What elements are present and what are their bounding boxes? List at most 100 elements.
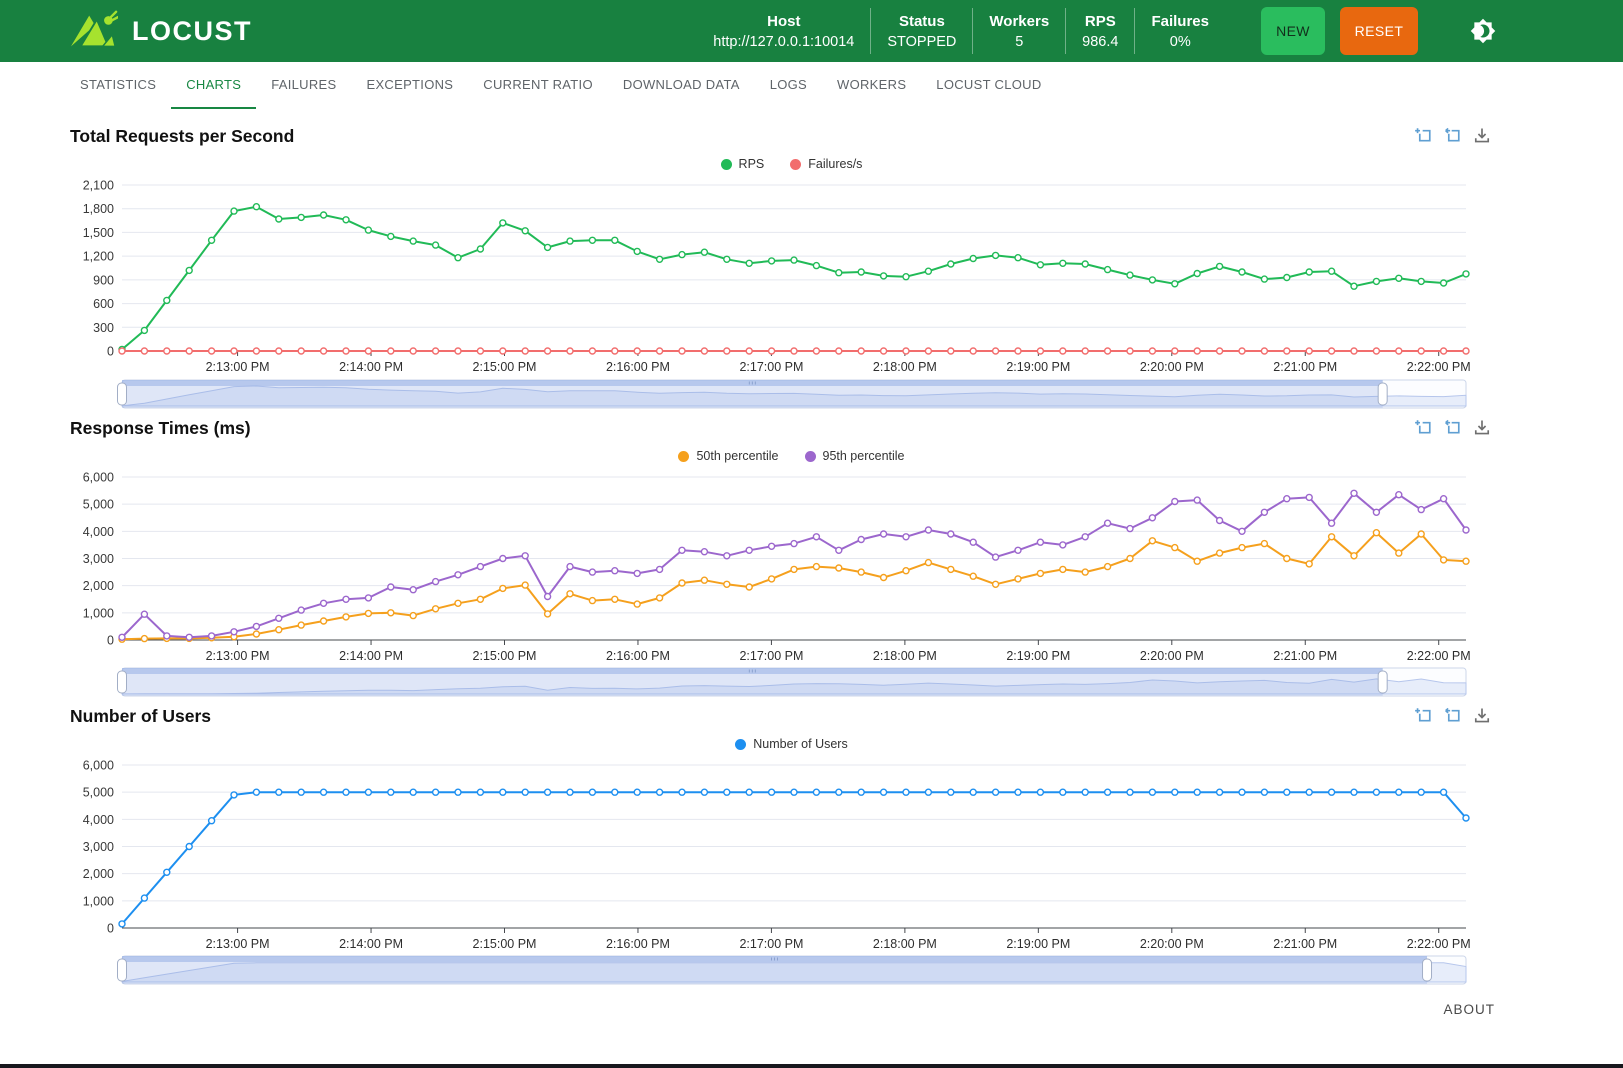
series-point (1305, 493, 1313, 502)
zoom-reset-icon[interactable] (1443, 418, 1463, 438)
chart-canvas-response-times[interactable]: 0 1,000 2,000 3,000 4,000 5,000 6,000 2:13:00 P… (0, 467, 1623, 665)
app-title: LOCUST (132, 15, 252, 46)
tab-logs[interactable]: LOGS (755, 62, 822, 109)
chart-canvas-number-of-users[interactable]: 0 1,000 2,000 3,000 4,000 5,000 6,000 2:13:00 P… (0, 755, 1623, 953)
slider-handle-left[interactable] (117, 382, 127, 406)
series-point (678, 579, 686, 587)
series-point (207, 236, 216, 245)
tab-statistics[interactable]: STATISTICS (65, 62, 171, 109)
slider-handle-left[interactable] (117, 670, 127, 694)
series-point (185, 842, 193, 851)
series-point (745, 583, 753, 591)
series-point (1103, 265, 1112, 274)
series-point (297, 213, 305, 222)
series-point (655, 565, 664, 574)
download-icon[interactable] (1472, 418, 1492, 438)
chart-title: Total Requests per Second (70, 125, 295, 146)
chart-total-rps: Total Requests per Second RPS Failures/s … (0, 121, 1623, 409)
series-point (1148, 537, 1157, 545)
series-point (767, 542, 776, 551)
datazoom-slider[interactable] (0, 955, 1623, 985)
reset-button[interactable]: RESET (1340, 7, 1418, 55)
zoom-select-icon[interactable] (1414, 418, 1434, 438)
series-point (387, 583, 395, 591)
series-point (1171, 543, 1179, 552)
legend-item-95th-percentile[interactable]: 95th percentile (804, 449, 905, 463)
tab-workers[interactable]: WORKERS (822, 62, 921, 109)
series-point (409, 611, 417, 620)
datazoom-slider[interactable] (0, 667, 1623, 697)
series-point (499, 788, 507, 796)
y-axis-label: 900 (93, 273, 114, 287)
series-point (1148, 347, 1157, 355)
series-point (790, 347, 798, 355)
series-point (1283, 273, 1291, 282)
series-point (409, 585, 417, 594)
dark-mode-toggle[interactable] (1470, 18, 1496, 44)
x-axis-label: 2:20:00 PM (1140, 649, 1204, 663)
x-axis-label: 2:16:00 PM (606, 649, 670, 663)
series-point (1238, 347, 1246, 355)
series-point (1395, 788, 1403, 796)
y-axis-label: 2,000 (83, 579, 114, 593)
series-point (790, 565, 798, 574)
legend-item-rps[interactable]: RPS (720, 157, 764, 171)
series-point (1215, 262, 1224, 271)
series-point (678, 788, 686, 796)
legend-item-number-of-users[interactable]: Number of Users (735, 737, 848, 751)
series-point (1126, 788, 1134, 796)
zoom-reset-icon[interactable] (1443, 126, 1463, 146)
y-axis-label: 1,000 (83, 606, 114, 620)
series-point (543, 592, 552, 601)
series-point (476, 562, 485, 571)
slider-handle-right[interactable] (1422, 958, 1433, 982)
tab-current-ratio[interactable]: CURRENT RATIO (468, 62, 608, 109)
series-point (991, 251, 1000, 260)
series-point (566, 788, 574, 796)
new-test-button[interactable]: NEW (1261, 7, 1325, 55)
series-point (476, 347, 485, 355)
series-point (1439, 788, 1448, 796)
zoom-select-icon[interactable] (1414, 126, 1434, 146)
series-point (767, 257, 776, 265)
x-axis-label: 2:19:00 PM (1006, 360, 1070, 374)
legend-label: 50th percentile (696, 449, 779, 463)
legend-item-failures/s[interactable]: Failures/s (790, 157, 862, 171)
download-icon[interactable] (1472, 706, 1492, 726)
slider-handle-right[interactable] (1377, 670, 1388, 694)
series-point (902, 788, 910, 796)
series-point (543, 347, 552, 355)
tab-locust-cloud[interactable]: LOCUST CLOUD (921, 62, 1056, 109)
series-point (857, 347, 865, 355)
legend-item-50th-percentile[interactable]: 50th percentile (678, 449, 779, 463)
slider-handle-right[interactable] (1377, 382, 1388, 406)
x-axis-label: 2:20:00 PM (1140, 360, 1204, 374)
series-point (1439, 556, 1448, 564)
tab-download-data[interactable]: DOWNLOAD DATA (608, 62, 755, 109)
series-point (924, 347, 933, 355)
download-icon[interactable] (1472, 126, 1492, 146)
series-point (947, 788, 955, 796)
tab-failures[interactable]: FAILURES (256, 62, 351, 109)
slider-mini-chart (121, 678, 1467, 695)
tab-exceptions[interactable]: EXCEPTIONS (351, 62, 468, 109)
about-link[interactable]: ABOUT (1443, 1002, 1495, 1017)
series-point (275, 788, 283, 796)
series-point (140, 326, 149, 335)
tab-charts[interactable]: CHARTS (171, 62, 257, 109)
chart-canvas-total-rps[interactable]: 0 300 600 900 1,200 1,500 1,800 2,100 2:13:00 PM… (0, 175, 1623, 377)
series-point (1327, 267, 1336, 275)
series-point (275, 215, 283, 223)
zoom-select-icon[interactable] (1414, 706, 1434, 726)
zoom-reset-icon[interactable] (1443, 706, 1463, 726)
slider-handle-left[interactable] (117, 958, 127, 982)
y-axis-label: 1,500 (83, 226, 114, 240)
series-point (1327, 347, 1336, 355)
datazoom-slider[interactable] (0, 379, 1623, 409)
legend-label: Failures/s (808, 157, 863, 171)
brand: LOCUST (70, 10, 252, 52)
stat-value: 5 (1015, 33, 1024, 50)
chart-toolbox (1414, 706, 1492, 726)
x-axis-label: 2:21:00 PM (1273, 937, 1337, 951)
series-point (767, 347, 776, 355)
